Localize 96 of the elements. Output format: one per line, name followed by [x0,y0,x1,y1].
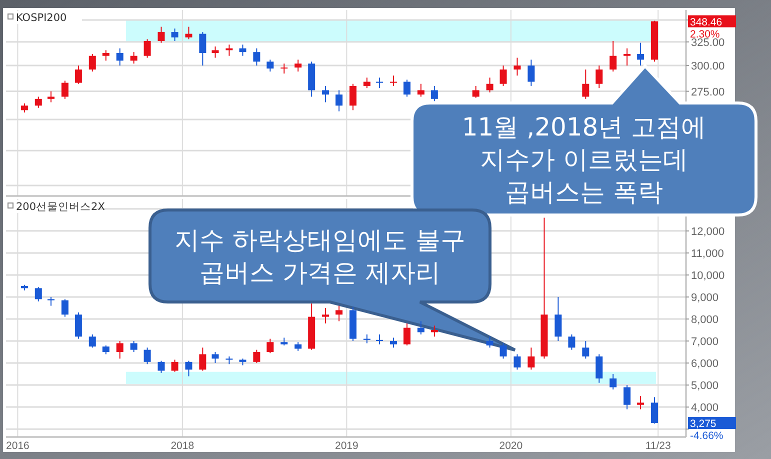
candlestick [48,90,55,103]
candlestick [430,85,438,102]
y-tick-label: 5,000 [691,380,719,392]
candlestick [554,296,562,342]
annotation: 11월 ,2018년 고점에 지수가 이르렀는데 곱버스는 폭락 [462,112,706,206]
y-tick-label: 10,000 [691,270,725,282]
candlestick [637,42,644,66]
candlestick [528,347,535,370]
candlestick [376,334,384,345]
y-tick-label: 9,000 [691,292,719,304]
candlestick [116,340,124,360]
candlestick [363,77,370,89]
candlestick [253,48,260,66]
x-tick-label: 2018 [170,440,194,452]
text: 3,275 [690,418,716,430]
y-tick-label: 11,000 [691,248,724,260]
candlestick [582,69,590,100]
candlestick [116,48,124,66]
candlestick [596,65,603,89]
candlestick [212,352,219,364]
candlestick [199,32,206,66]
candlestick [336,305,343,322]
candlestick [486,336,494,348]
candlestick [582,340,590,360]
y-tick-label: 4,000 [691,402,719,414]
candlestick [88,53,96,72]
text: 348.46 [690,16,722,28]
candlestick [20,102,28,113]
candlestick [185,26,192,40]
candlestick [514,57,521,76]
candlestick [500,65,507,86]
y-tick-label: 8,000 [691,314,719,326]
candlestick [158,26,165,44]
candlestick [430,325,438,338]
candlestick [500,342,507,360]
candlestick [61,298,68,318]
candlestick [34,286,42,302]
candlestick [568,334,576,350]
y-tick-label: 325.00 [691,36,725,49]
candlestick [171,359,178,372]
candlestick [130,340,138,353]
candlestick [144,38,151,58]
candlestick [403,322,410,346]
candlestick [417,83,424,98]
candlestick [102,50,110,62]
candlestick [403,79,410,98]
candlestick [280,63,288,74]
candlestick [130,52,138,64]
candlestick [294,59,302,72]
candlestick [185,360,192,377]
candlestick [266,338,274,354]
candlestick [158,360,165,374]
candlestick [88,334,96,348]
chart-title: 200선물인버스2X [16,201,105,213]
candlestick [336,90,343,112]
x-tick-label: 2019 [334,440,359,452]
candlestick [61,80,68,100]
y-tick-label: 6,000 [691,358,719,370]
candlestick [610,374,617,390]
candlestick [74,312,82,340]
candlestick [624,384,631,410]
candlestick [34,96,42,108]
candlestick [74,65,82,84]
candlestick [637,396,644,410]
text: -4.66% [690,430,724,442]
candlestick [322,85,330,103]
candlestick [171,28,178,42]
x-tick-label: 2016 [6,440,30,452]
candlestick [651,396,658,424]
candlestick [212,46,219,58]
candlestick [144,347,151,365]
y-tick-label: 300.00 [691,60,725,73]
candlestick [266,59,274,72]
candlestick [417,320,424,335]
candlestick [349,83,356,111]
candlestick [486,77,494,93]
candlestick [624,48,631,66]
candlestick [514,354,521,370]
x-tick-label: 2020 [499,440,523,452]
candlestick [528,59,535,86]
candlestick [322,307,330,324]
candlestick [610,40,617,72]
candlestick [390,337,397,348]
y-tick-label: 7,000 [691,336,719,348]
candlestick [390,75,397,86]
candlestick [239,44,246,56]
y-tick-label: 275.00 [691,86,725,98]
y-tick-label: 12,000 [691,226,725,238]
candlestick [472,85,480,98]
annotation: 지수 하락상태임에도 불구 곱버스 가격은 제자리 [174,226,466,287]
candlestick [253,349,260,364]
chart-title: KOSPI200 [16,12,67,24]
candlestick [596,354,603,384]
x-tick-label: 11/23 [645,440,672,452]
candlestick [199,347,206,372]
candlestick [376,77,384,89]
